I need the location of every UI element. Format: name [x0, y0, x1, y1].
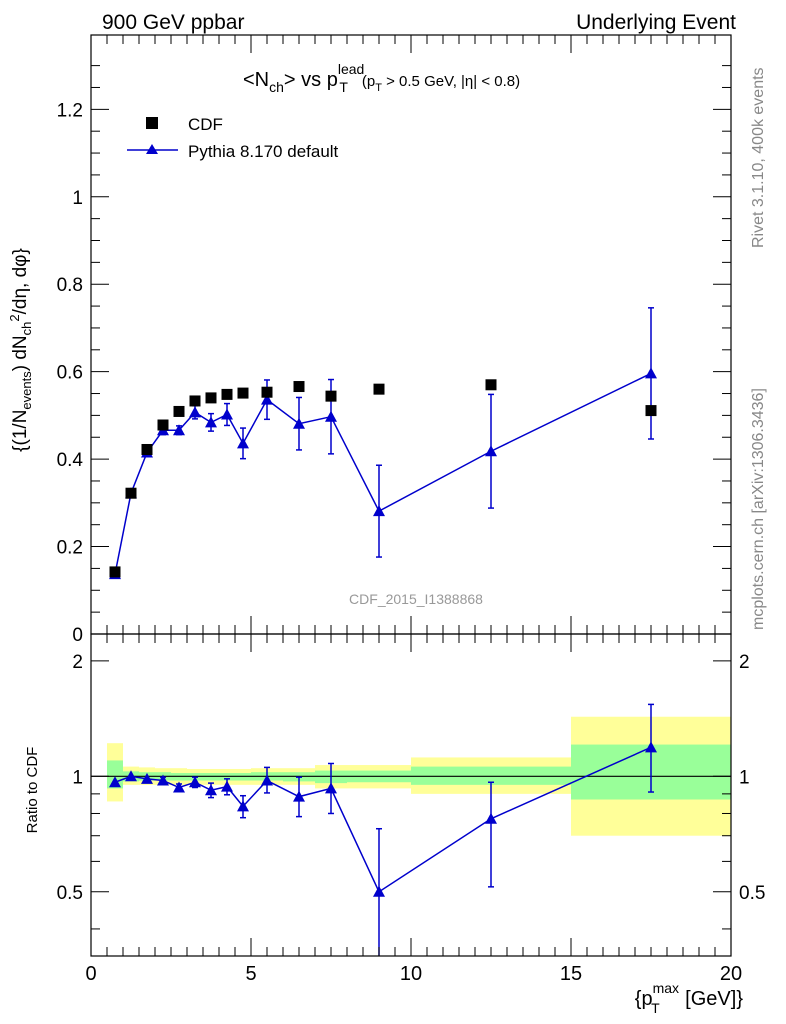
ratio-y-tick-label-right: 0.5 [739, 883, 765, 904]
y-tick-label: 1.2 [57, 100, 83, 121]
y-tick-label: 0.2 [57, 538, 83, 559]
y-tick-label: 0.4 [57, 450, 84, 471]
main-panel: 0 0.2 0.4 0.6 0.8 1 1.2 <Nch> vs plead T (pT > 0… [7, 34, 732, 646]
ratio-point [373, 885, 385, 897]
ratio-point [205, 784, 217, 796]
pythia-point [237, 437, 249, 449]
cdf-point [189, 395, 201, 407]
x-tick-label: 5 [245, 963, 256, 985]
pythia-point [189, 406, 201, 418]
cdf-point [485, 379, 497, 391]
pythia-point [373, 505, 385, 517]
rivet-version-label: Rivet 3.1.10, 400k events [750, 67, 767, 248]
ratio-y-tick-label-left: 0.5 [57, 883, 83, 904]
ratio-point [261, 774, 273, 786]
ratio-y-tick-label-right: 2 [739, 652, 750, 673]
y-tick-label: 0.6 [57, 363, 83, 384]
ratio-point [109, 776, 121, 788]
pythia-point [485, 445, 497, 457]
x-tick-label: 20 [720, 963, 742, 985]
x-axis-label: {pmax T [GeV]} [635, 980, 744, 1016]
ratio-point [293, 790, 305, 802]
cdf-point [141, 443, 153, 455]
legend-cdf-marker [146, 117, 158, 129]
ratio-point [221, 780, 233, 792]
main-y-axis-label: {(1/Nevents) dNch2/dη, dφ} [7, 248, 34, 452]
x-tick-label: 10 [400, 963, 422, 985]
y-tick-label: 0.8 [57, 275, 83, 296]
ratio-point [173, 781, 185, 793]
ratio-point [189, 776, 201, 788]
cdf-point [293, 381, 305, 393]
header-left: 900 GeV ppbar [102, 11, 244, 34]
ratio-point [485, 812, 497, 824]
cdf-point [157, 419, 169, 431]
cdf-point [205, 392, 217, 404]
cdf-point [645, 405, 657, 417]
ratio-point [325, 782, 337, 794]
ratio-point [237, 800, 249, 812]
x-tick-label: 15 [560, 963, 582, 985]
y-tick-label: 1 [72, 188, 83, 209]
legend-cdf-label: CDF [188, 115, 223, 134]
pythia-point [325, 410, 337, 422]
cdf-point [173, 405, 185, 417]
cdf-point [237, 387, 249, 399]
pythia-point [645, 367, 657, 379]
ratio-point [125, 770, 137, 782]
pythia-point [261, 393, 273, 405]
legend: CDF Pythia 8.170 default [127, 115, 339, 161]
mcplots-source-label: mcplots.cern.ch [arXiv:1306.3436] [750, 388, 767, 630]
cdf-point [109, 566, 121, 578]
legend-pythia-marker [146, 144, 158, 154]
legend-pythia-label: Pythia 8.170 default [188, 142, 339, 161]
cdf-point [261, 386, 273, 398]
pythia-point [173, 424, 185, 436]
cdf-point [221, 388, 233, 400]
ratio-y-axis-label: Ratio to CDF [24, 747, 41, 834]
pythia-point [205, 416, 217, 428]
ratio-point [157, 774, 169, 786]
analysis-label: CDF_2015_I1388868 [349, 591, 483, 607]
main-title: <Nch> vs plead T (pT > 0.5 GeV, |η| < 0.8) [243, 61, 520, 95]
main-frame [90, 34, 732, 635]
ratio-y-tick-label-left: 1 [72, 767, 83, 788]
ratio-point [141, 772, 153, 784]
cdf-point [325, 390, 337, 402]
ratio-y-tick-label-right: 1 [739, 767, 750, 788]
x-tick-label: 0 [85, 963, 96, 985]
pythia-point [221, 408, 233, 420]
y-tick-label: 0 [72, 625, 83, 646]
header-right: Underlying Event [576, 11, 736, 34]
cdf-point [125, 487, 137, 499]
pythia-point [293, 417, 305, 429]
ratio-y-tick-label-left: 2 [72, 652, 83, 673]
cdf-point [373, 383, 385, 395]
ratio-point [645, 741, 657, 753]
ratio-panel: 0.5 0.51 12 20 5 10 15 20 Ratio to CDF {pmax T [… [24, 633, 765, 1016]
